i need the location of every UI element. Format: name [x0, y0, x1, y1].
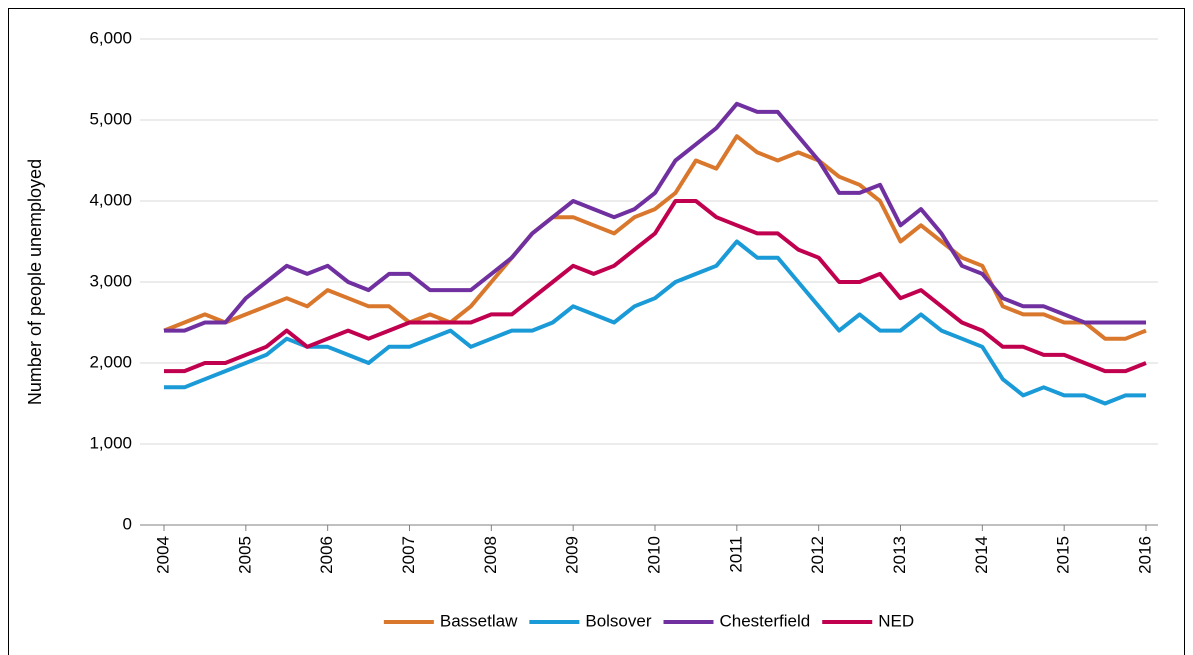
- x-tick-label: 2012: [808, 536, 827, 574]
- x-tick-label: 2014: [972, 536, 991, 574]
- chart-frame: [8, 8, 1185, 655]
- y-tick-label: 3,000: [89, 271, 132, 290]
- x-tick-label: 2007: [399, 536, 418, 574]
- x-tick-label: 2016: [1135, 536, 1154, 574]
- x-tick-label: 2013: [890, 536, 909, 574]
- x-tick-label: 2004: [153, 536, 172, 574]
- y-tick-label: 2,000: [89, 352, 132, 371]
- x-tick-label: 2011: [726, 536, 745, 573]
- legend-label: Bassetlaw: [440, 611, 518, 630]
- x-tick-label: 2006: [317, 536, 336, 574]
- x-tick-label: 2010: [644, 536, 663, 574]
- legend-label: Chesterfield: [720, 611, 811, 630]
- legend-label: Bolsover: [585, 611, 651, 630]
- y-axis-label: Number of people unemployed: [25, 159, 45, 405]
- x-tick-label: 2015: [1054, 536, 1073, 574]
- y-tick-label: 6,000: [89, 28, 132, 47]
- x-tick-label: 2005: [235, 536, 254, 574]
- y-tick-label: 1,000: [89, 433, 132, 452]
- y-tick-label: 4,000: [89, 190, 132, 209]
- legend-label: NED: [878, 611, 914, 630]
- x-tick-label: 2008: [481, 536, 500, 574]
- x-tick-label: 2009: [563, 536, 582, 574]
- y-tick-label: 0: [123, 514, 132, 533]
- line-series: [164, 239, 1146, 406]
- line-series: [164, 199, 1147, 374]
- line-series: [164, 101, 1146, 333]
- y-tick-label: 5,000: [89, 109, 132, 128]
- line-series: [163, 134, 1147, 341]
